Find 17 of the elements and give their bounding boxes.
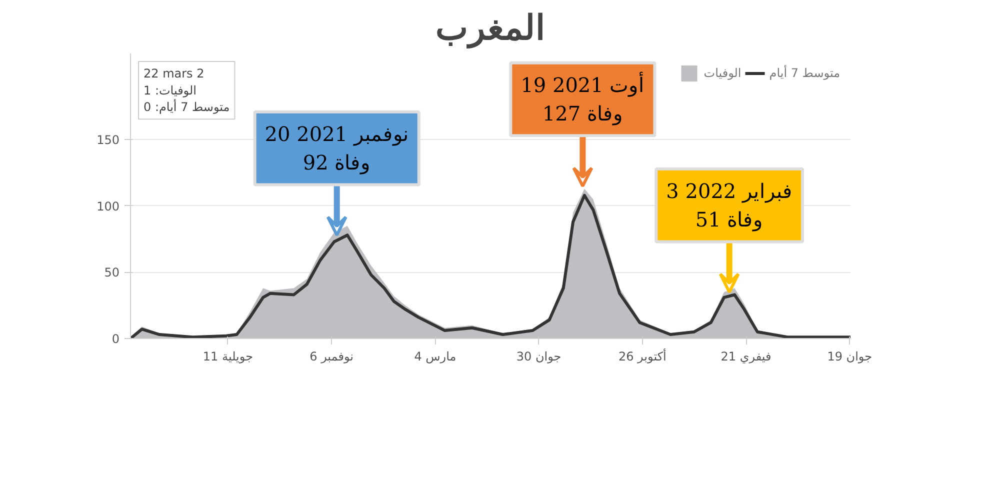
x-tick-label: 19 جوان [827,350,872,364]
x-tick-label: 21 فيفري [720,350,772,364]
x-tick-label: 6 نوفمبر [310,350,354,364]
chart-title: المغرب [436,8,546,50]
x-tick-label: 11 جويلية [202,350,254,364]
y-tick-label: 50 [104,266,120,280]
y-tick-label: 100 [96,199,120,214]
legend-label: الوفيات [704,66,742,80]
annotation: 19 أوت 2021 127 وفاة [520,70,645,126]
x-tick-label: 26 أكتوبر [618,348,666,364]
annotation: 20 نوفمبر 2021 92 وفاة [264,122,409,175]
y-tick-label: 0 [112,332,120,346]
x-tick-label: 30 جوان [516,350,562,364]
y-tick-label: 150 [96,133,120,148]
annotation: 3 فبراير 2022 51 وفاة [666,178,793,232]
x-tick-label: 4 مارس [414,350,456,364]
legend-label: متوسط 7 أيام [769,66,840,80]
